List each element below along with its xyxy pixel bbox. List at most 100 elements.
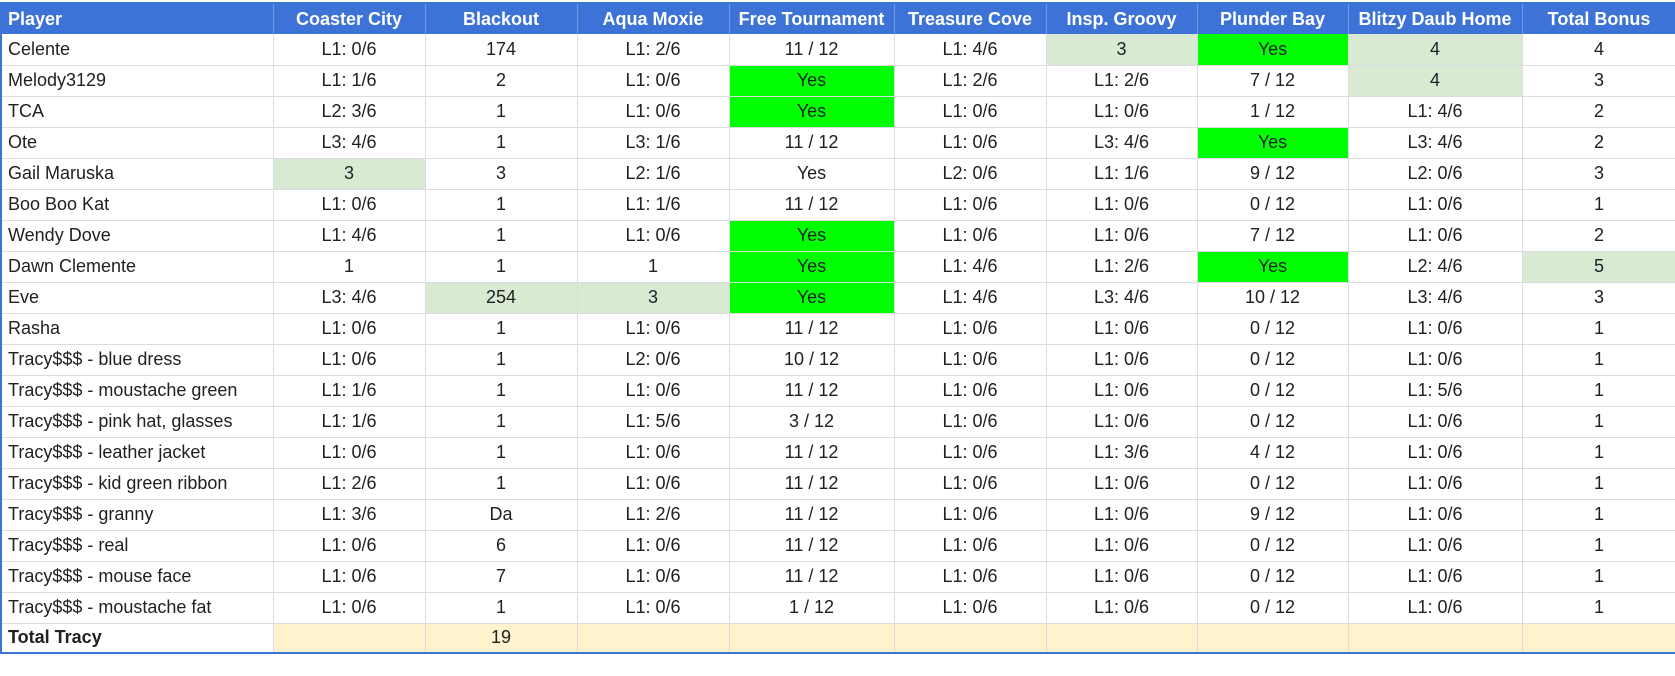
- table-cell[interactable]: L1: 0/6: [894, 313, 1047, 345]
- total-cell[interactable]: 19: [425, 623, 578, 654]
- table-cell[interactable]: 11 / 12: [729, 530, 895, 562]
- table-cell[interactable]: L1: 2/6: [577, 34, 730, 66]
- table-cell[interactable]: L1: 0/6: [894, 437, 1047, 469]
- table-cell[interactable]: Yes: [1197, 251, 1349, 283]
- table-cell[interactable]: 1: [1522, 437, 1675, 469]
- table-cell[interactable]: L1: 0/6: [1348, 437, 1523, 469]
- table-cell[interactable]: Da: [425, 499, 578, 531]
- table-cell[interactable]: 1: [425, 406, 578, 438]
- player-name-cell[interactable]: Dawn Clemente: [1, 251, 274, 283]
- table-cell[interactable]: 1: [1522, 406, 1675, 438]
- table-cell[interactable]: L1: 4/6: [894, 34, 1047, 66]
- table-cell[interactable]: L2: 3/6: [273, 96, 426, 128]
- table-cell[interactable]: L1: 0/6: [273, 561, 426, 593]
- table-cell[interactable]: 0 / 12: [1197, 344, 1349, 376]
- total-cell[interactable]: [1197, 623, 1349, 654]
- table-cell[interactable]: L1: 0/6: [273, 437, 426, 469]
- table-cell[interactable]: 1: [1522, 530, 1675, 562]
- table-cell[interactable]: L1: 0/6: [273, 530, 426, 562]
- table-cell[interactable]: L1: 2/6: [894, 65, 1047, 97]
- table-cell[interactable]: 11 / 12: [729, 561, 895, 593]
- table-cell[interactable]: L3: 1/6: [577, 127, 730, 159]
- table-cell[interactable]: 9 / 12: [1197, 499, 1349, 531]
- table-cell[interactable]: L1: 0/6: [577, 530, 730, 562]
- player-name-cell[interactable]: Tracy$$$ - blue dress: [1, 344, 274, 376]
- table-cell[interactable]: 0 / 12: [1197, 189, 1349, 221]
- column-header[interactable]: Coaster City: [273, 3, 426, 34]
- table-cell[interactable]: L1: 0/6: [1348, 561, 1523, 593]
- table-cell[interactable]: L1: 2/6: [577, 499, 730, 531]
- table-cell[interactable]: 3: [1522, 282, 1675, 314]
- table-cell[interactable]: L2: 4/6: [1348, 251, 1523, 283]
- table-cell[interactable]: 10 / 12: [1197, 282, 1349, 314]
- table-cell[interactable]: 1: [425, 313, 578, 345]
- table-cell[interactable]: L1: 0/6: [1348, 499, 1523, 531]
- table-cell[interactable]: 1: [1522, 561, 1675, 593]
- table-cell[interactable]: L1: 0/6: [1348, 313, 1523, 345]
- table-cell[interactable]: L3: 4/6: [1046, 127, 1198, 159]
- table-cell[interactable]: L1: 0/6: [1046, 406, 1198, 438]
- column-header[interactable]: Aqua Moxie: [577, 3, 730, 34]
- column-header[interactable]: Blitzy Daub Home: [1348, 3, 1523, 34]
- table-cell[interactable]: 3: [273, 158, 426, 190]
- table-cell[interactable]: 1: [425, 437, 578, 469]
- table-cell[interactable]: 10 / 12: [729, 344, 895, 376]
- table-cell[interactable]: 2: [425, 65, 578, 97]
- table-cell[interactable]: 11 / 12: [729, 313, 895, 345]
- table-cell[interactable]: L1: 0/6: [1046, 344, 1198, 376]
- table-cell[interactable]: L1: 0/6: [894, 499, 1047, 531]
- table-cell[interactable]: L1: 0/6: [1046, 189, 1198, 221]
- table-cell[interactable]: 0 / 12: [1197, 406, 1349, 438]
- column-header[interactable]: Free Tournament: [729, 3, 895, 34]
- table-cell[interactable]: 1: [1522, 189, 1675, 221]
- table-cell[interactable]: L2: 0/6: [1348, 158, 1523, 190]
- table-cell[interactable]: L1: 0/6: [577, 468, 730, 500]
- table-cell[interactable]: L1: 0/6: [273, 34, 426, 66]
- table-cell[interactable]: 254: [425, 282, 578, 314]
- table-cell[interactable]: Yes: [729, 251, 895, 283]
- table-cell[interactable]: 3: [1046, 34, 1198, 66]
- table-cell[interactable]: L1: 4/6: [894, 251, 1047, 283]
- total-cell[interactable]: [577, 623, 730, 654]
- table-cell[interactable]: 3 / 12: [729, 406, 895, 438]
- table-cell[interactable]: L1: 0/6: [577, 592, 730, 624]
- table-cell[interactable]: 1: [1522, 313, 1675, 345]
- table-cell[interactable]: 1: [425, 189, 578, 221]
- table-cell[interactable]: L1: 0/6: [273, 592, 426, 624]
- table-cell[interactable]: Yes: [729, 96, 895, 128]
- total-cell[interactable]: [729, 623, 895, 654]
- table-cell[interactable]: 0 / 12: [1197, 375, 1349, 407]
- player-name-cell[interactable]: Tracy$$$ - kid green ribbon: [1, 468, 274, 500]
- total-cell[interactable]: [273, 623, 426, 654]
- table-cell[interactable]: 11 / 12: [729, 189, 895, 221]
- table-cell[interactable]: L1: 0/6: [1046, 592, 1198, 624]
- table-cell[interactable]: L2: 0/6: [577, 344, 730, 376]
- table-cell[interactable]: 6: [425, 530, 578, 562]
- table-cell[interactable]: L1: 0/6: [1348, 592, 1523, 624]
- player-name-cell[interactable]: Celente: [1, 34, 274, 66]
- table-cell[interactable]: 3: [577, 282, 730, 314]
- column-header[interactable]: Plunder Bay: [1197, 3, 1349, 34]
- table-cell[interactable]: L1: 0/6: [1348, 530, 1523, 562]
- table-cell[interactable]: L1: 0/6: [1046, 561, 1198, 593]
- table-cell[interactable]: 5: [1522, 251, 1675, 283]
- table-cell[interactable]: L2: 1/6: [577, 158, 730, 190]
- table-cell[interactable]: L1: 2/6: [1046, 65, 1198, 97]
- table-cell[interactable]: L1: 2/6: [273, 468, 426, 500]
- total-cell[interactable]: [894, 623, 1047, 654]
- table-cell[interactable]: L1: 0/6: [1348, 344, 1523, 376]
- table-cell[interactable]: 1: [425, 592, 578, 624]
- table-cell[interactable]: 174: [425, 34, 578, 66]
- player-name-cell[interactable]: Wendy Dove: [1, 220, 274, 252]
- table-cell[interactable]: L1: 0/6: [1046, 530, 1198, 562]
- table-cell[interactable]: L1: 5/6: [1348, 375, 1523, 407]
- table-cell[interactable]: L1: 1/6: [273, 65, 426, 97]
- table-cell[interactable]: L1: 0/6: [1046, 313, 1198, 345]
- player-name-cell[interactable]: Tracy$$$ - pink hat, glasses: [1, 406, 274, 438]
- column-header[interactable]: Blackout: [425, 3, 578, 34]
- table-cell[interactable]: L1: 0/6: [577, 96, 730, 128]
- table-cell[interactable]: L1: 0/6: [1348, 468, 1523, 500]
- table-cell[interactable]: 1: [1522, 499, 1675, 531]
- table-cell[interactable]: L1: 0/6: [894, 375, 1047, 407]
- table-cell[interactable]: 1: [1522, 468, 1675, 500]
